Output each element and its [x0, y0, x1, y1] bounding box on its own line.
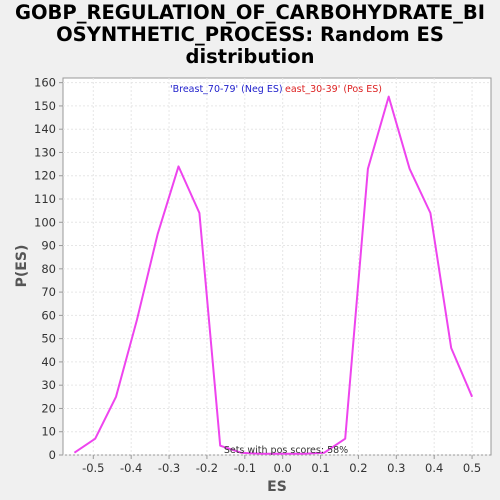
x-tick-label: -0.4: [120, 461, 142, 475]
x-tick-label: -0.2: [196, 461, 218, 475]
chart-title: GOBP_REGULATION_OF_CARBOHYDRATE_BI OSYNT…: [0, 2, 500, 68]
x-axis-label: ES: [267, 479, 287, 495]
x-tick-label: 0.1: [311, 461, 329, 475]
y-tick-label: 100: [34, 215, 56, 229]
y-tick-label: 140: [34, 122, 56, 136]
pos-es-label: east_30-39' (Pos ES): [285, 84, 382, 95]
y-tick-label: 130: [34, 145, 56, 159]
es-distribution-line: [73, 95, 474, 455]
chart-title-line-1: GOBP_REGULATION_OF_CARBOHYDRATE_BI: [14, 1, 486, 24]
y-tick-label: 0: [49, 448, 56, 462]
chart-title-line-3: distribution: [185, 45, 315, 68]
y-tick-label: 10: [41, 425, 56, 439]
y-tick-label: 60: [41, 308, 56, 322]
pos-score-footer: Sets with pos scores: 58%: [224, 445, 348, 456]
y-tick-label: 160: [34, 76, 56, 90]
series-layer: [73, 95, 474, 455]
x-tick-label: 0.0: [274, 461, 292, 475]
x-tick-label: 0.4: [425, 461, 443, 475]
y-tick-label: 50: [41, 332, 56, 346]
y-tick-label: 110: [34, 192, 56, 206]
axis-ticks: -0.5 -0.4 -0.3 -0.2 -0.1 0.0 0.1 0.2 0.3 0.4 0.5 0 1…: [34, 76, 481, 475]
x-tick-label: 0.2: [349, 461, 367, 475]
y-tick-label: 30: [41, 378, 56, 392]
y-tick-label: 120: [34, 169, 56, 183]
y-axis-label: P(ES): [14, 245, 30, 288]
x-tick-label: 0.5: [463, 461, 481, 475]
neg-es-label: 'Breast_70-79' (Neg ES): [170, 84, 283, 95]
grid: [63, 78, 491, 456]
y-tick-label: 150: [34, 99, 56, 113]
x-tick-label: 0.3: [387, 461, 405, 475]
y-tick-label: 20: [41, 401, 56, 415]
plot-area: [62, 77, 492, 456]
y-tick-label: 40: [41, 355, 56, 369]
chart-title-line-2: OSYNTHETIC_PROCESS: Random ES: [56, 23, 444, 46]
y-tick-label: 90: [41, 239, 56, 253]
x-tick-label: -0.3: [158, 461, 180, 475]
x-tick-label: -0.1: [234, 461, 256, 475]
x-tick-label: -0.5: [82, 461, 104, 475]
y-tick-label: 70: [41, 285, 56, 299]
y-tick-label: 80: [41, 262, 56, 276]
